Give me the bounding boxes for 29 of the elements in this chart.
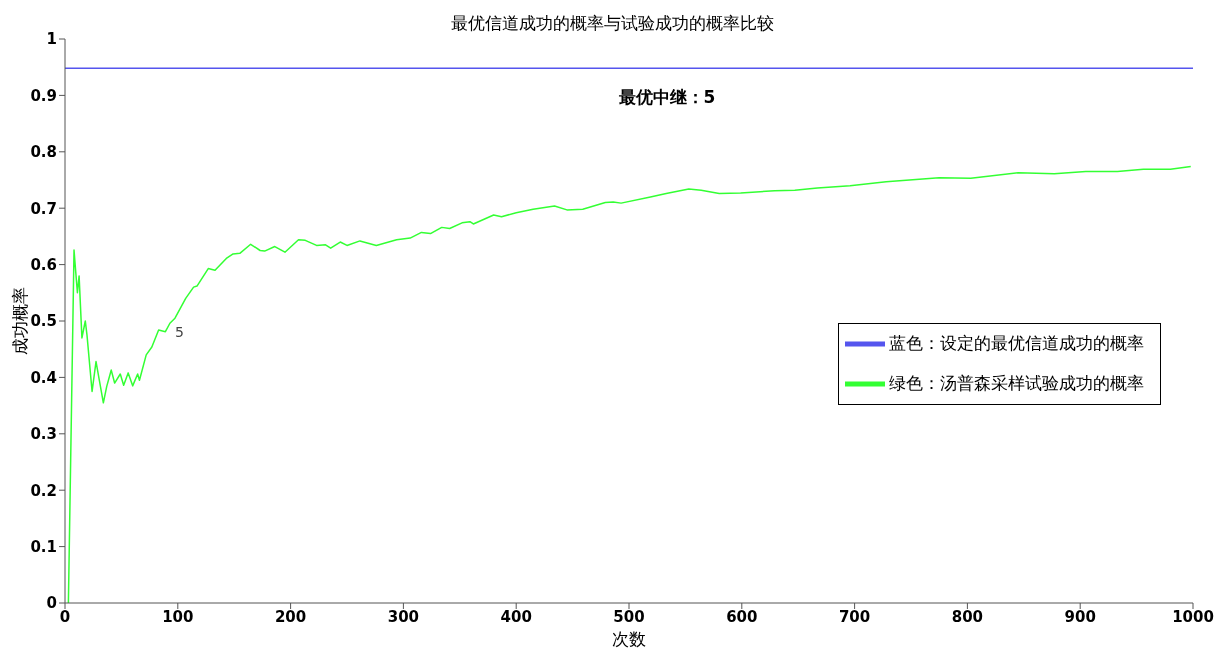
x-tick-label: 400 — [500, 607, 532, 626]
y-tick-label: 0.5 — [30, 312, 57, 331]
x-tick-label: 900 — [1064, 607, 1096, 626]
x-tick-label: 600 — [726, 607, 758, 626]
chart-title: 最优信道成功的概率与试验成功的概率比较 — [450, 13, 774, 33]
y-tick-label: 0.1 — [30, 537, 57, 556]
x-tick-label: 200 — [274, 607, 307, 626]
y-axis-title: 成功概率 — [10, 287, 31, 355]
y-tick-label: 0.7 — [30, 199, 57, 218]
x-tick-label: 1000 — [1172, 607, 1214, 626]
x-axis-title: 次数 — [612, 629, 646, 649]
x-tick-label: 300 — [387, 607, 420, 626]
y-tick-label: 1 — [46, 30, 57, 49]
x-tick-label: 100 — [162, 607, 194, 626]
y-tick-label: 0.4 — [30, 368, 57, 387]
x-tick-label: 0 — [59, 607, 71, 626]
y-tick-label: 0.2 — [30, 481, 57, 500]
y-tick-label: 0 — [46, 594, 57, 613]
annotation: 5 — [174, 324, 184, 341]
legend-label: 绿色：汤普森采样试验成功的概率 — [889, 373, 1144, 393]
y-tick-label: 0.9 — [30, 86, 57, 105]
y-tick-label: 0.6 — [30, 255, 57, 274]
annotation: 最优中继：5 — [617, 86, 717, 109]
legend-label: 蓝色：设定的最优信道成功的概率 — [889, 333, 1144, 353]
x-tick-label: 800 — [951, 607, 984, 626]
y-tick-label: 0.8 — [30, 143, 57, 162]
x-tick-label: 500 — [613, 607, 645, 626]
x-tick-label: 700 — [838, 607, 871, 626]
y-tick-label: 0.3 — [30, 425, 57, 444]
